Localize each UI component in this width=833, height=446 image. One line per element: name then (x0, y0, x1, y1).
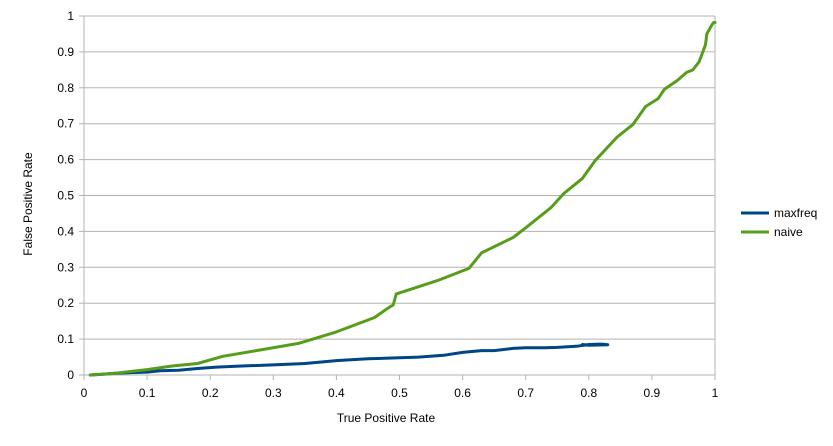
x-tick-label: 0 (81, 386, 88, 400)
y-tick-label: 0.6 (57, 153, 74, 167)
y-tick-label: 0.9 (57, 45, 74, 59)
y-tick-labels: 0 0.1 0.2 0.3 0.4 0.5 0.6 0.7 0.8 0.9 1 (57, 9, 74, 382)
gridlines (84, 15, 715, 376)
y-tick-label: 0.7 (57, 117, 74, 131)
y-axis-title: False Positive Rate (21, 152, 35, 256)
x-axis-title: True Positive Rate (337, 411, 436, 425)
axes (79, 15, 716, 380)
x-tick-label: 0.1 (139, 386, 156, 400)
x-tick-label: 0.7 (517, 386, 534, 400)
x-tick-label: 0.6 (454, 386, 471, 400)
y-tick-label: 0.5 (57, 189, 74, 203)
x-tick-labels: 0 0.1 0.2 0.3 0.4 0.5 0.6 0.7 0.8 0.9 1 (81, 386, 719, 400)
y-tick-label: 0.2 (57, 296, 74, 310)
y-tick-label: 0.4 (57, 224, 74, 238)
x-tick-label: 0.3 (265, 386, 282, 400)
series-line-naive (88, 21, 717, 377)
y-tick-label: 1 (67, 9, 74, 23)
x-tick-label: 0.4 (328, 386, 345, 400)
x-tick-label: 0.9 (644, 386, 661, 400)
legend-label-maxfreq: maxfreq (774, 206, 817, 220)
y-tick-label: 0.3 (57, 260, 74, 274)
x-tick-label: 0.5 (391, 386, 408, 400)
y-tick-label: 0.1 (57, 332, 74, 346)
y-tick-label: 0 (67, 368, 74, 382)
x-tick-label: 0.8 (580, 386, 597, 400)
y-tick-label: 0.8 (57, 81, 74, 95)
legend: maxfreq naive (741, 206, 817, 239)
series-line-maxfreq (88, 342, 610, 377)
series-lines (88, 21, 717, 377)
x-tick-label: 1 (712, 386, 719, 400)
x-tick-label: 0.2 (202, 386, 219, 400)
legend-label-naive: naive (774, 225, 803, 239)
